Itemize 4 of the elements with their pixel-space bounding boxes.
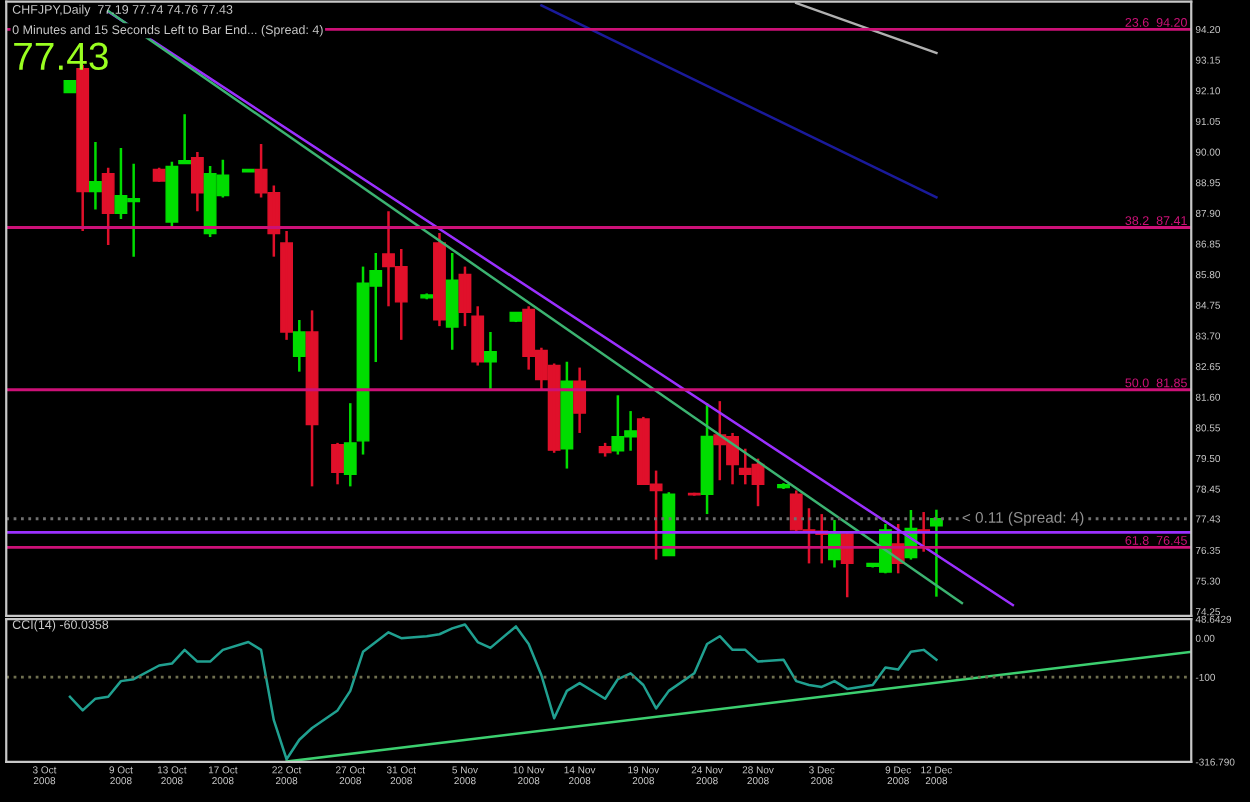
candlestick bbox=[687, 491, 701, 497]
annotation: 77.43 bbox=[14, 42, 108, 71]
candlestick bbox=[777, 481, 790, 491]
candlestick bbox=[420, 292, 434, 301]
